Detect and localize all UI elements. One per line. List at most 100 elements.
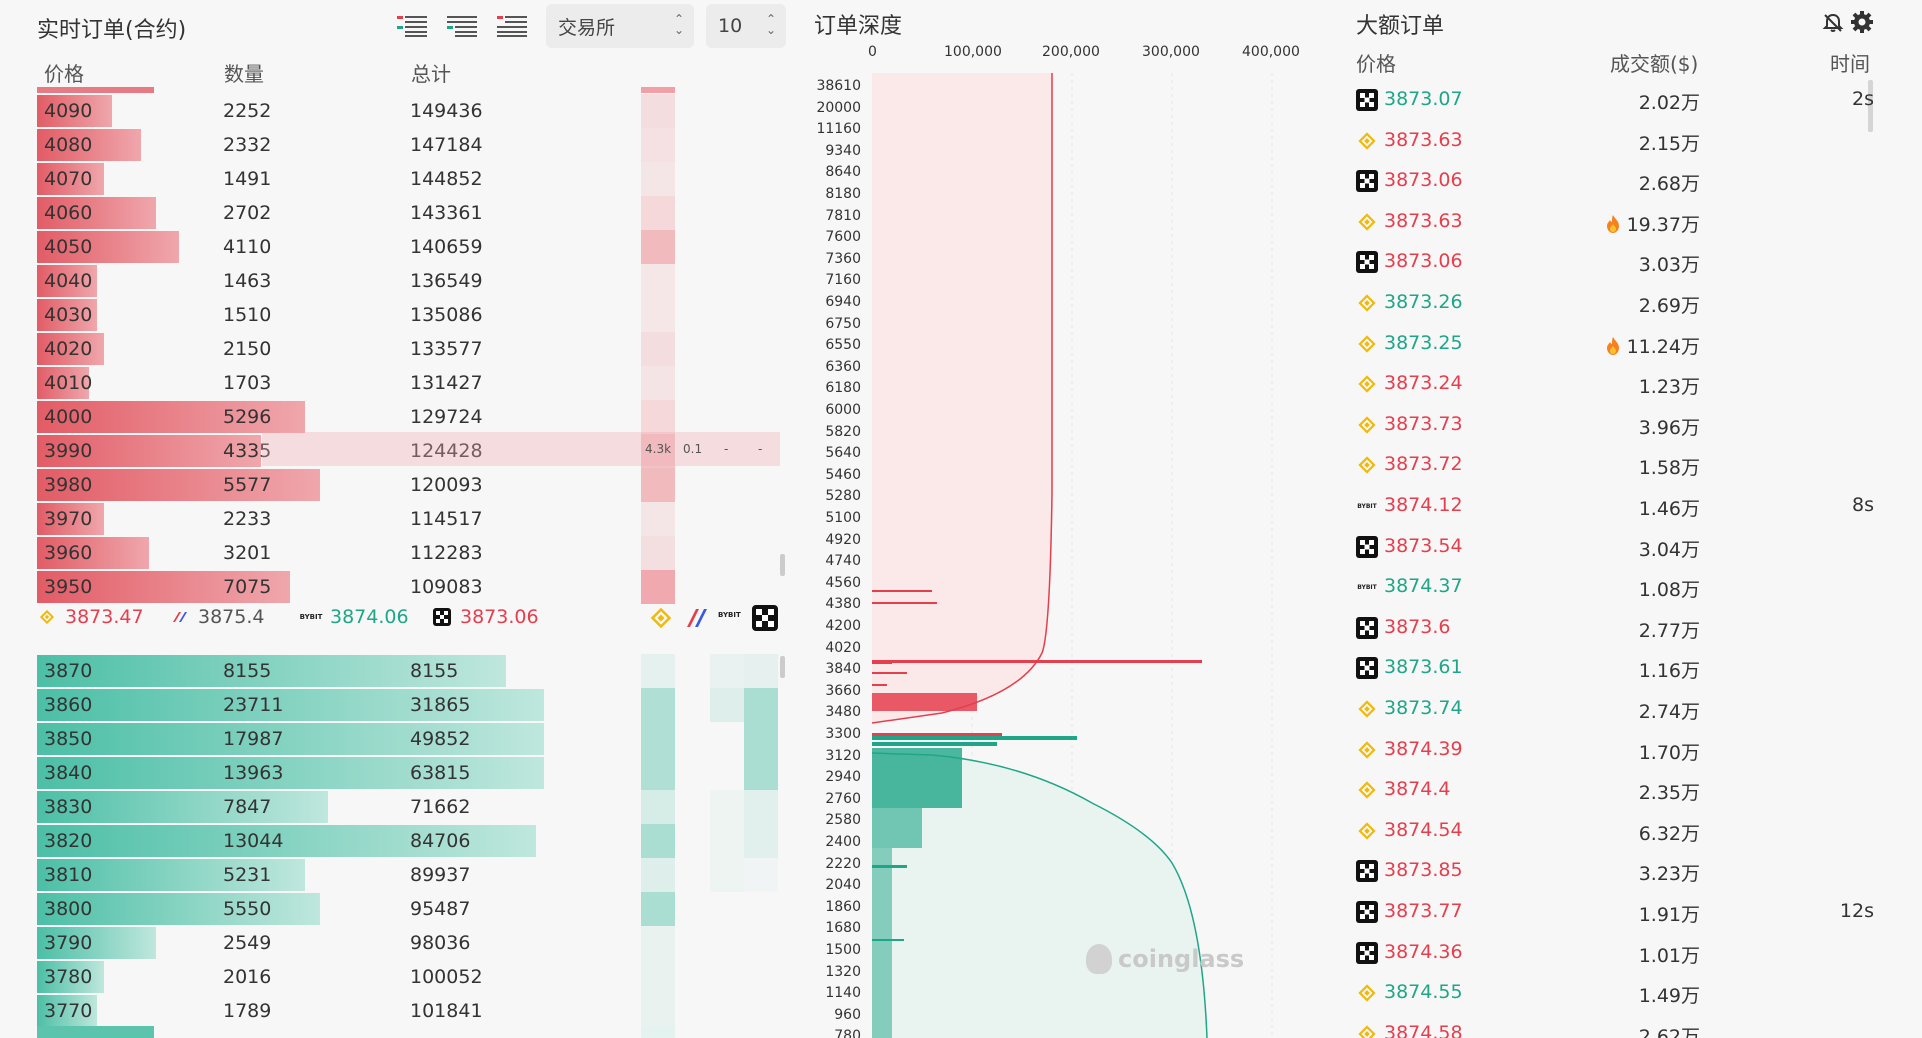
large-order-row[interactable]: 3873.63 2.15万 [1356,121,1886,161]
large-order-row[interactable]: 3873.26 2.69万 [1356,283,1886,323]
ask-heat-cell [641,264,675,298]
ask-row[interactable]: 4070 1491 144852 [37,162,782,196]
bid-price: 3860 [44,694,93,716]
large-order-row[interactable]: 3873.73 3.96万 [1356,405,1886,445]
large-order-row[interactable]: 3873.74 2.74万 [1356,689,1886,729]
asks-scrollbar[interactable] [780,554,785,576]
bid-price: 3790 [44,932,93,954]
ask-row[interactable]: 4030 1510 135086 [37,298,782,332]
ask-row[interactable]: 4040 1463 136549 [37,264,782,298]
filter-bybit-icon[interactable]: BYBIT [718,611,741,619]
ask-row[interactable]: 3960 3201 112283 [37,536,782,570]
large-order-row[interactable]: 3873.85 3.23万 [1356,851,1886,891]
bid-heat-cell [710,960,744,994]
orderbook-title: 实时订单(合约) [37,18,187,43]
large-order-row[interactable]: 3874.36 1.01万 [1356,933,1886,973]
bid-price: 3770 [44,1000,93,1022]
large-order-amount-value: 11.24万 [1626,335,1700,358]
bid-qty: 7847 [223,796,272,818]
large-order-row[interactable]: 3874.54 6.32万 [1356,811,1886,851]
ask-price: 3960 [44,542,93,564]
bell-off-icon[interactable] [1822,12,1844,34]
bid-row[interactable]: 3800 5550 95487 [37,892,782,926]
lo-scrollbar[interactable] [1868,80,1873,132]
bid-heat-cell [710,688,744,722]
bid-row[interactable]: 3770 1789 101841 [37,994,782,1028]
ask-row[interactable]: 3990 4335 124428 [37,434,782,468]
filter-bitmex-icon[interactable] [684,605,710,631]
ask-row[interactable]: 4080 2332 147184 [37,128,782,162]
bid-row[interactable]: 3810 5231 89937 [37,858,782,892]
ask-row[interactable]: 4060 2702 143361 [37,196,782,230]
bid-row[interactable]: 3860 23711 31865 [37,688,782,722]
ask-row[interactable]: 4090 2252 149436 [37,94,782,128]
large-order-row[interactable]: 3873.06 2.68万 [1356,161,1886,201]
ask-heat-cell [641,230,675,264]
bid-heat-cell [744,858,778,892]
large-order-row[interactable]: 3873.72 1.58万 [1356,445,1886,485]
large-order-row[interactable]: 3873.54 3.04万 [1356,527,1886,567]
large-order-row[interactable]: 3874.58 2.62万 [1356,1014,1886,1038]
ask-row[interactable]: 3970 2233 114517 [37,502,782,536]
depth-select[interactable]: 10 ⌃ ⌄ [706,4,786,48]
large-order-price: 3873.85 [1384,859,1463,882]
ask-qty: 2702 [223,202,272,224]
large-order-row[interactable]: 3874.4 2.35万 [1356,770,1886,810]
large-order-amount: 11.24万 [1605,332,1700,359]
large-order-row[interactable]: 3873.24 1.23万 [1356,364,1886,404]
gear-icon[interactable] [1850,10,1874,34]
ask-row[interactable]: 4000 5296 129724 [37,400,782,434]
bid-row[interactable]: 3830 7847 71662 [37,790,782,824]
view-bids-icon[interactable] [444,12,480,40]
ask-depth-bar [37,231,179,263]
bid-row[interactable]: 3850 17987 49852 [37,722,782,756]
view-both-icon[interactable] [394,12,430,40]
binance-icon [1356,414,1378,436]
bid-qty: 2549 [223,932,272,954]
bid-heat-cell [641,926,675,960]
depth-y-tick: 6180 [825,380,861,397]
filter-binance-icon[interactable] [648,605,674,631]
large-order-row[interactable]: 3873.25 11.24万 [1356,324,1886,364]
filter-okx-icon[interactable] [752,605,778,631]
bid-row[interactable]: 3820 13044 84706 [37,824,782,858]
large-order-row[interactable]: 3873.07 2.02万 2s [1356,80,1886,120]
large-order-row[interactable]: 3873.63 19.37万 [1356,202,1886,242]
ask-row[interactable]: 4020 2150 133577 [37,332,782,366]
ask-qty: 4110 [223,236,272,258]
bids-scrollbar[interactable] [780,656,785,678]
large-order-row[interactable]: 3874.39 1.70万 [1356,730,1886,770]
ask-row[interactable]: 3980 5577 120093 [37,468,782,502]
large-order-row[interactable]: 3873.77 1.91万 12s [1356,892,1886,932]
hover-d: - [758,442,763,456]
bid-heat-cell [744,824,778,858]
large-order-row[interactable]: 3873.61 1.16万 [1356,648,1886,688]
hover-row[interactable]: 4.3k 0.1 - - [262,432,780,466]
large-order-amount-value: 1.91万 [1638,904,1700,926]
large-order-row[interactable]: BYBIT 3874.12 1.46万 8s [1356,486,1886,526]
ask-row[interactable]: 4010 1703 131427 [37,366,782,400]
ask-heat-cell [641,400,675,434]
ask-depth-bar [37,503,104,535]
ask-row[interactable]: 4050 4110 140659 [37,230,782,264]
large-order-row[interactable]: 3873.6 2.77万 [1356,608,1886,648]
bid-bar-partial [37,1026,154,1038]
okx-icon [432,607,452,627]
large-order-row[interactable]: 3874.55 1.49万 [1356,973,1886,1013]
large-order-price: 3873.06 [1384,250,1463,273]
bid-heat-cell [641,722,675,756]
bid-row[interactable]: 3790 2549 98036 [37,926,782,960]
large-order-row[interactable]: BYBIT 3874.37 1.08万 [1356,567,1886,607]
bid-row[interactable]: 3870 8155 8155 [37,654,782,688]
view-asks-icon[interactable] [494,12,530,40]
large-order-row[interactable]: 3873.06 3.03万 [1356,242,1886,282]
exchange-select[interactable]: 交易所 ⌃ ⌄ [546,4,694,48]
ask-row[interactable]: 3950 7075 109083 [37,570,782,604]
bid-row[interactable]: 3840 13963 63815 [37,756,782,790]
large-order-price: 3873.73 [1384,412,1463,435]
coinglass-logo-icon [1086,944,1112,974]
bid-row[interactable]: 3780 2016 100052 [37,960,782,994]
large-order-price: 3873.63 [1384,209,1463,232]
depth-y-tick: 6940 [825,294,861,310]
binance-icon [1356,292,1378,314]
